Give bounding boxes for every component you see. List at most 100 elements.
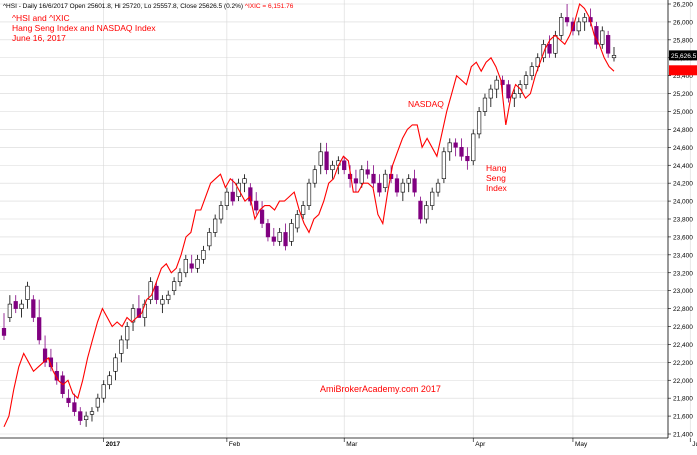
candle-body-up: [113, 357, 118, 372]
y-tick-label: 24,800: [673, 127, 693, 134]
candle-body-down: [453, 142, 458, 148]
candle-body-up: [553, 35, 558, 54]
y-tick-label: 21,400: [673, 432, 693, 439]
candle-body-up: [529, 66, 535, 76]
candle-body-up: [541, 44, 546, 59]
candle-body-down: [465, 155, 470, 162]
candle-body-down: [78, 411, 83, 421]
candle: [25, 281, 30, 309]
candle-body-up: [101, 384, 106, 399]
candle: [301, 201, 306, 219]
candle-body-up: [195, 259, 200, 269]
candle: [594, 21, 599, 49]
candle: [254, 192, 259, 215]
candle: [177, 268, 183, 287]
candle: [330, 160, 335, 179]
candle-body-down: [230, 191, 235, 202]
candle-body-up: [576, 21, 581, 32]
y-tick-label: 21,600: [673, 414, 693, 421]
y-tick-label: 23,800: [673, 217, 693, 224]
candle-body-down: [377, 182, 382, 193]
candle-body-up: [148, 281, 153, 300]
candle: [224, 187, 230, 211]
hang-seng-annotation-line-2: Seng: [486, 173, 506, 183]
candle: [383, 169, 388, 193]
candle-body-down: [189, 263, 194, 269]
candle: [101, 380, 106, 403]
candle: [488, 84, 493, 108]
candle: [506, 80, 511, 103]
candle: [476, 107, 482, 139]
candle: [289, 219, 294, 246]
candle: [553, 30, 558, 58]
legend-line-1: ^HSI and ^IXIC: [12, 13, 70, 23]
candle-body-down: [271, 236, 276, 242]
candle: [154, 281, 159, 305]
candle-body-down: [37, 317, 42, 341]
candle-body-down: [248, 187, 253, 202]
candle: [160, 295, 165, 314]
candle: [353, 169, 359, 193]
candle: [119, 335, 124, 363]
candle: [582, 12, 587, 31]
candle-body-up: [119, 339, 124, 354]
hang-seng-annotation-line-1: Hang: [486, 163, 507, 173]
candle-body-up: [494, 79, 499, 90]
candle: [459, 138, 464, 161]
candle: [606, 30, 611, 58]
candle: [564, 4, 570, 27]
candle-body-up: [383, 173, 388, 188]
candle-body-up: [218, 205, 224, 220]
candle-body-up: [201, 250, 206, 260]
candle-body-up: [183, 259, 188, 274]
candle: [394, 174, 400, 197]
candle-body-up: [523, 75, 529, 85]
candle-body-up: [482, 97, 488, 112]
candle: [242, 174, 247, 193]
candle-body-up: [441, 151, 447, 179]
candle: [113, 353, 118, 381]
candle-body-up: [95, 397, 100, 408]
candle-body-up: [295, 214, 300, 229]
candle-body-up: [600, 30, 605, 45]
candle-body-down: [564, 17, 570, 23]
candles-layer: [1, 4, 617, 427]
candle: [377, 174, 382, 197]
y-tick-label: 23,400: [673, 252, 693, 259]
candle: [365, 160, 370, 179]
candle: [576, 17, 581, 36]
candle: [547, 35, 552, 58]
y-tick-label: 23,600: [673, 234, 693, 241]
candle: [418, 196, 423, 224]
candle: [201, 245, 206, 264]
candle: [371, 165, 376, 188]
candle: [312, 165, 317, 188]
candle: [482, 93, 488, 116]
y-tick-label: 21,800: [673, 396, 693, 403]
y-tick-label: 22,200: [673, 360, 693, 367]
candle: [441, 147, 447, 184]
y-tick-label: 22,600: [673, 324, 693, 331]
candle: [48, 348, 54, 372]
x-tick-label: Feb: [229, 441, 241, 448]
y-tick-label: 22,000: [673, 378, 693, 385]
candle-body-up: [19, 303, 24, 309]
candle-body-up: [406, 178, 411, 184]
candle-body-down: [259, 209, 265, 224]
candle-body-up: [130, 308, 136, 323]
nasdaq-overlay-layer: [3, 2, 615, 428]
candle-body-down: [547, 44, 552, 54]
candle-body-up: [89, 411, 95, 415]
y-tick-label: 26,200: [673, 2, 693, 9]
candle-body-up: [435, 182, 441, 193]
candle-body-down: [394, 178, 400, 193]
candle: [107, 371, 112, 390]
y-tick-label: 22,400: [673, 342, 693, 349]
candle: [359, 165, 364, 188]
candle-body-down: [506, 84, 511, 99]
candle-body-down: [13, 301, 18, 309]
y-tick-label: 24,400: [673, 163, 693, 170]
candle: [130, 304, 136, 331]
x-tick-label: May: [575, 441, 588, 448]
